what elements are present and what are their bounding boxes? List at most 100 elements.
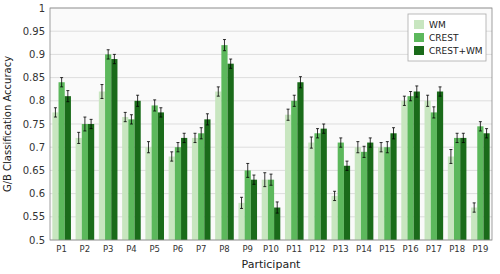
bar [262, 180, 268, 240]
legend-label: WM [429, 20, 446, 30]
x-tick-label: P12 [310, 244, 326, 254]
legend: WMCRESTCREST+WM [408, 14, 486, 61]
x-tick-label: P6 [173, 244, 184, 254]
bar [331, 196, 337, 240]
error-bar [206, 114, 209, 125]
error-bar [153, 100, 156, 111]
error-bar [130, 115, 133, 124]
error-bar [124, 112, 127, 121]
bar [76, 138, 82, 240]
legend-label: CREST+WM [429, 46, 483, 56]
bar [145, 147, 151, 240]
bar [52, 112, 58, 240]
error-bar [252, 175, 255, 184]
x-tick-label: P11 [286, 244, 302, 254]
error-bar [66, 91, 69, 102]
error-bar [60, 78, 63, 87]
error-bar [200, 128, 203, 139]
bar [361, 152, 367, 240]
error-bar [333, 191, 336, 200]
error-bar [113, 54, 116, 63]
bar [268, 180, 274, 240]
x-tick-label: P10 [263, 244, 279, 254]
error-bar [479, 122, 482, 131]
x-tick-label: P2 [80, 244, 91, 254]
bar [414, 92, 420, 240]
chart: 0.50.550.60.650.70.750.80.850.90.951P1P2… [0, 0, 500, 274]
error-bar [159, 108, 162, 117]
error-bar [462, 133, 465, 142]
error-bar [147, 142, 150, 153]
error-bar [380, 143, 383, 152]
legend-swatch [414, 33, 424, 42]
y-tick-label: 0.9 [29, 49, 45, 60]
error-bar [449, 150, 452, 164]
error-bar [415, 86, 418, 97]
legend-swatch [414, 20, 424, 29]
error-bar [263, 173, 266, 187]
bar [59, 82, 65, 240]
x-tick-label: P5 [149, 244, 160, 254]
y-tick-label: 0.7 [29, 142, 45, 153]
bar [221, 45, 227, 240]
bar [285, 115, 291, 240]
bar [128, 119, 134, 240]
x-tick-label: P8 [219, 244, 230, 254]
bar [198, 133, 204, 240]
bar [425, 101, 431, 240]
error-bar [363, 146, 366, 157]
bar [401, 101, 407, 240]
bar [431, 112, 437, 240]
bar [308, 143, 314, 240]
bar [460, 138, 466, 240]
error-bar [485, 129, 488, 138]
error-bar [473, 203, 476, 212]
error-bar [316, 129, 319, 138]
y-tick-label: 0.95 [23, 26, 45, 37]
bar [82, 124, 88, 240]
x-tick-label: P19 [472, 244, 488, 254]
y-tick-label: 0.6 [29, 188, 45, 199]
error-bar [270, 174, 273, 185]
bar [215, 92, 221, 240]
error-bar [223, 40, 226, 51]
error-bar [90, 119, 93, 128]
error-bar [345, 161, 348, 170]
y-tick-label: 0.5 [29, 235, 45, 246]
bar [111, 59, 117, 240]
error-bar [439, 87, 442, 96]
x-tick-label: P14 [356, 244, 372, 254]
bar [367, 143, 373, 240]
bar [204, 119, 210, 240]
x-tick-label: P7 [196, 244, 207, 254]
error-bar [339, 138, 342, 147]
error-bar [217, 87, 220, 96]
error-bar [136, 95, 139, 106]
x-tick-label: P15 [379, 244, 395, 254]
bar [477, 126, 483, 240]
error-bar [240, 197, 243, 208]
error-bar [409, 92, 412, 101]
error-bar [322, 124, 325, 133]
error-bar [229, 59, 232, 68]
x-tick-label: P1 [56, 244, 67, 254]
y-tick-label: 0.65 [23, 165, 45, 176]
x-tick-label: P13 [333, 244, 349, 254]
bar [321, 129, 327, 240]
error-bar [83, 117, 86, 131]
error-bar [299, 77, 302, 88]
y-axis-label: G/B Classification Accuracy [2, 56, 13, 192]
error-bar [170, 152, 173, 161]
bar [181, 138, 187, 240]
bar [378, 147, 384, 240]
bar [251, 180, 257, 240]
error-bar [287, 109, 290, 120]
bar [437, 92, 443, 240]
bar [158, 112, 164, 240]
error-bar [183, 133, 186, 142]
y-tick-label: 0.85 [23, 72, 45, 83]
x-tick-label: P4 [126, 244, 137, 254]
error-bar [293, 95, 296, 106]
bar [407, 96, 413, 240]
bar [99, 92, 105, 240]
